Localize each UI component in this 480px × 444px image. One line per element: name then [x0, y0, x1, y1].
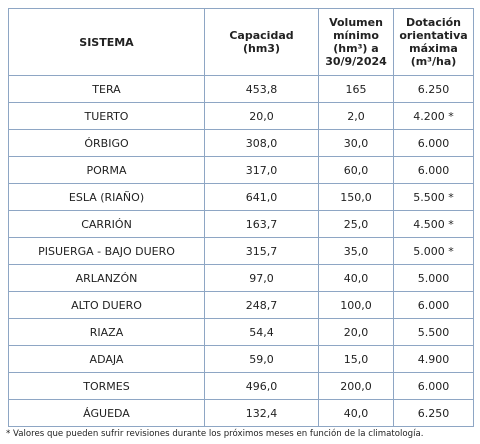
table-cell: 97,0: [204, 264, 319, 292]
table-cell: TORMES: [8, 372, 205, 400]
table-cell: 35,0: [318, 237, 394, 265]
table-cell: ESLA (RIAÑO): [8, 183, 205, 211]
table-cell: 4.500 *: [393, 210, 474, 238]
table-cell: 200,0: [318, 372, 394, 400]
table-cell: 248,7: [204, 291, 319, 319]
table-cell: 40,0: [318, 264, 394, 292]
table-row: CARRIÓN 163,7 25,0 4.500 *: [8, 210, 474, 238]
table-cell: 5.500 *: [393, 183, 474, 211]
table-cell: ARLANZÓN: [8, 264, 205, 292]
table-cell: ADAJA: [8, 345, 205, 373]
table-cell: 641,0: [204, 183, 319, 211]
table-cell: 317,0: [204, 156, 319, 184]
table-cell: TUERTO: [8, 102, 205, 130]
table-cell: 100,0: [318, 291, 394, 319]
footnote: * Valores que pueden sufrir revisiones d…: [6, 429, 424, 439]
table-cell: 20,0: [204, 102, 319, 130]
table-cell: 59,0: [204, 345, 319, 373]
table-cell: 5.000: [393, 264, 474, 292]
table-cell: 6.000: [393, 156, 474, 184]
header-cell: SISTEMA: [8, 8, 205, 76]
table-row: ÁGUEDA 132,4 40,0 6.250: [8, 399, 474, 427]
table-cell: 2,0: [318, 102, 394, 130]
table-cell: PORMA: [8, 156, 205, 184]
table-cell: 6.250: [393, 75, 474, 103]
table-cell: 5.500: [393, 318, 474, 346]
table-cell: 132,4: [204, 399, 319, 427]
header-cell: Capacidad (hm3): [204, 8, 319, 76]
header-row: SISTEMA Capacidad (hm3) Volumen mínimo (hm…: [8, 8, 474, 76]
table-cell: 6.000: [393, 129, 474, 157]
table-cell: 163,7: [204, 210, 319, 238]
table-cell: ALTO DUERO: [8, 291, 205, 319]
table-cell: PISUERGA - BAJO DUERO: [8, 237, 205, 265]
table-row: ADAJA 59,0 15,0 4.900: [8, 345, 474, 373]
table-cell: 308,0: [204, 129, 319, 157]
table-cell: 40,0: [318, 399, 394, 427]
table-row: TORMES 496,0 200,0 6.000: [8, 372, 474, 400]
table-cell: 5.000 *: [393, 237, 474, 265]
table-row: RIAZA 54,4 20,0 5.500: [8, 318, 474, 346]
table-row: TUERTO 20,0 2,0 4.200 *: [8, 102, 474, 130]
table-row: ALTO DUERO 248,7 100,0 6.000: [8, 291, 474, 319]
table-cell: 30,0: [318, 129, 394, 157]
header-cell: Dotación orientativa máxima (m³/ha): [393, 8, 474, 76]
table-cell: 4.200 *: [393, 102, 474, 130]
table-cell: 150,0: [318, 183, 394, 211]
table-row: TERA 453,8 165 6.250: [8, 75, 474, 103]
data-table: SISTEMA Capacidad (hm3) Volumen mínimo (hm…: [8, 8, 474, 427]
table-cell: 4.900: [393, 345, 474, 373]
table-cell: 20,0: [318, 318, 394, 346]
table-cell: 315,7: [204, 237, 319, 265]
table-cell: 496,0: [204, 372, 319, 400]
table-cell: TERA: [8, 75, 205, 103]
table-row: ÓRBIGO 308,0 30,0 6.000: [8, 129, 474, 157]
table-body: TERA 453,8 165 6.250 TUERTO 20,0 2,0 4.200 * ÓRB…: [8, 75, 474, 427]
table-cell: 54,4: [204, 318, 319, 346]
table-cell: 25,0: [318, 210, 394, 238]
table-cell: 6.250: [393, 399, 474, 427]
table-cell: 6.000: [393, 291, 474, 319]
table-cell: 453,8: [204, 75, 319, 103]
table-row: ARLANZÓN 97,0 40,0 5.000: [8, 264, 474, 292]
table-row: ESLA (RIAÑO) 641,0 150,0 5.500 *: [8, 183, 474, 211]
table-cell: ÁGUEDA: [8, 399, 205, 427]
table-row: PISUERGA - BAJO DUERO 315,7 35,0 5.000 *: [8, 237, 474, 265]
table-row: PORMA 317,0 60,0 6.000: [8, 156, 474, 184]
header-cell: Volumen mínimo (hm³) a 30/9/2024: [318, 8, 394, 76]
table-cell: 6.000: [393, 372, 474, 400]
table-cell: 60,0: [318, 156, 394, 184]
table-cell: ÓRBIGO: [8, 129, 205, 157]
table-cell: 165: [318, 75, 394, 103]
table-cell: CARRIÓN: [8, 210, 205, 238]
table-cell: 15,0: [318, 345, 394, 373]
table-cell: RIAZA: [8, 318, 205, 346]
